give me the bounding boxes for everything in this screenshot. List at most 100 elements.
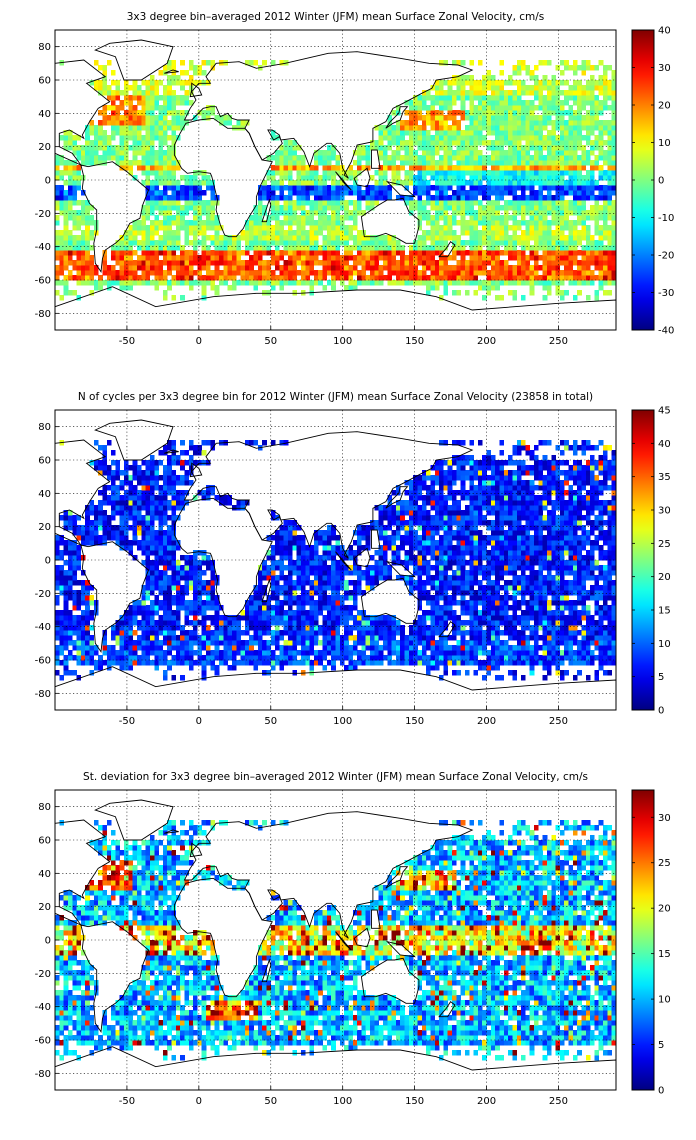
heat-cell [607, 640, 612, 646]
heat-cell [417, 130, 423, 136]
heat-cell [477, 190, 483, 196]
heat-cell [603, 100, 608, 106]
heat-cell [464, 125, 470, 131]
heat-cell [296, 180, 302, 186]
heat-cell [581, 175, 587, 181]
heat-cell [572, 90, 578, 96]
heat-cell [408, 130, 414, 136]
heat-cell [464, 250, 470, 256]
heat-cell [499, 95, 505, 101]
heat-cell [395, 265, 401, 271]
heat-cell [490, 620, 496, 626]
heat-cell [357, 205, 362, 211]
heat-cell [469, 145, 474, 151]
heat-cell [426, 200, 431, 206]
heat-cell [529, 650, 535, 656]
heat-cell [460, 100, 466, 106]
heat-cell [72, 145, 77, 151]
heat-cell [469, 80, 474, 86]
heat-cell [365, 630, 371, 636]
heat-cell [529, 175, 535, 181]
heatmap-cells [55, 440, 617, 681]
heat-cell [370, 245, 375, 251]
heat-cell [89, 275, 95, 281]
heat-cell [534, 230, 539, 236]
heat-cell [167, 60, 172, 66]
heat-cell [223, 245, 228, 251]
heat-cell [607, 170, 612, 176]
heat-cell [154, 635, 159, 641]
heat-cell [486, 225, 492, 231]
heat-cell [529, 70, 535, 76]
heat-cell [158, 120, 164, 126]
heat-cell [434, 145, 440, 151]
heat-cell [313, 255, 319, 261]
heat-cell [292, 635, 297, 641]
heat-cell [387, 185, 392, 191]
heat-cell [577, 290, 582, 296]
heat-cell [175, 210, 181, 216]
heat-cell [124, 90, 129, 96]
heat-cell [508, 110, 513, 116]
heat-cell [80, 260, 86, 266]
heat-cell [512, 290, 518, 296]
heat-cell [542, 60, 548, 66]
heat-cell [413, 110, 418, 116]
heat-cell [482, 115, 487, 121]
heat-cell [413, 185, 418, 191]
heat-cell [275, 655, 280, 661]
heat-cell [585, 650, 591, 656]
heat-cell [512, 105, 518, 111]
heat-cell [503, 205, 509, 211]
heat-cell [339, 200, 345, 206]
heat-cell [344, 270, 349, 276]
heat-cell [495, 85, 500, 91]
heat-cell [443, 625, 448, 631]
heat-cell [231, 650, 237, 656]
heat-cell [534, 180, 539, 186]
heat-cell [387, 620, 392, 626]
heat-cell [201, 665, 207, 671]
heat-cell [400, 265, 405, 271]
heat-cell [512, 670, 518, 676]
heat-cell [469, 280, 474, 286]
heat-cell [426, 90, 431, 96]
heat-cell [145, 645, 151, 651]
heat-cell [162, 245, 168, 251]
heat-cell [270, 130, 276, 136]
heat-cell [253, 285, 259, 291]
heat-cell [391, 660, 397, 666]
heat-cell [210, 215, 215, 221]
heat-cell [257, 240, 263, 246]
heat-cell [469, 190, 474, 196]
heat-cell [542, 185, 548, 191]
heat-cell [352, 215, 358, 221]
heat-cell [482, 190, 487, 196]
heat-cell [309, 250, 315, 256]
heat-cell [382, 640, 388, 646]
heat-cell [439, 190, 444, 196]
heat-cell [551, 110, 556, 116]
heat-cell [180, 220, 185, 226]
heat-cell [499, 170, 505, 176]
heat-cell [577, 655, 582, 661]
heat-cell [421, 205, 427, 211]
heat-cell [85, 270, 90, 276]
heat-cell [162, 185, 168, 191]
heat-cell [607, 105, 612, 111]
heat-cell [486, 190, 492, 196]
heat-cell [76, 260, 82, 266]
heat-cell [149, 255, 155, 261]
heat-cell [456, 650, 461, 656]
heat-cell [162, 655, 168, 661]
heat-cell [477, 90, 483, 96]
heat-cell [102, 80, 108, 86]
heat-cell [585, 140, 591, 146]
heat-cell [76, 170, 82, 176]
heat-cell [503, 645, 509, 651]
heat-cell [521, 245, 526, 251]
heat-cell [210, 110, 215, 116]
heat-cell [598, 235, 604, 241]
heat-cell [577, 140, 582, 146]
heat-cell [171, 105, 177, 111]
